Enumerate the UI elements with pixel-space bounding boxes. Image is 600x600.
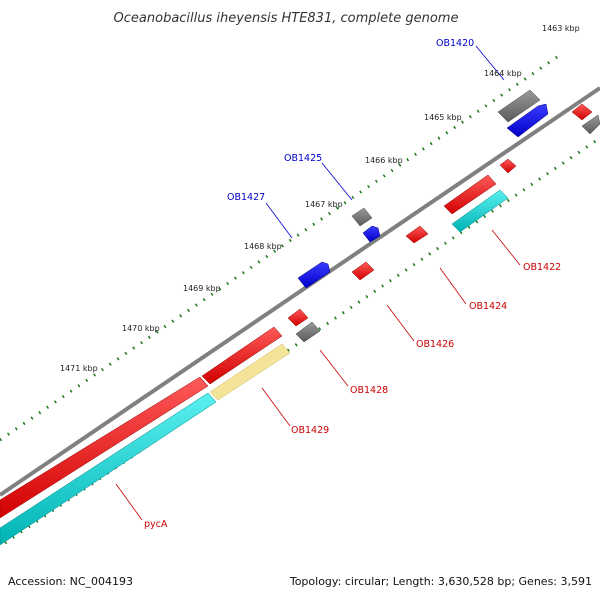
gene-glyph-ob1428-grey[interactable] bbox=[295, 321, 321, 343]
gene-label-ob1422[interactable]: OB1422 bbox=[523, 262, 561, 273]
gene-glyph-grey-right[interactable] bbox=[581, 114, 600, 135]
gene-glyph-ob1424[interactable] bbox=[405, 225, 429, 244]
gene-label-ob1424[interactable]: OB1424 bbox=[469, 301, 507, 312]
scale-label-1464: 1464 kbp bbox=[484, 69, 522, 78]
leader-lines bbox=[115, 45, 521, 521]
genome-backbone bbox=[0, 86, 600, 497]
gene-label-ob1428[interactable]: OB1428 bbox=[350, 385, 388, 396]
gene-glyph-pyca[interactable] bbox=[0, 376, 209, 519]
gene-glyph-red-top-right[interactable] bbox=[571, 103, 593, 121]
scale-label-1469: 1469 kbp bbox=[183, 284, 221, 293]
cds-bar-cyan-ob1422[interactable] bbox=[451, 189, 509, 233]
gene-label-ob1420[interactable]: OB1420 bbox=[436, 38, 474, 49]
gene-glyph-ob1425-grey[interactable] bbox=[351, 207, 373, 227]
scale-label-1468: 1468 kbp bbox=[244, 242, 282, 251]
gene-glyph-grey-top[interactable] bbox=[497, 89, 541, 123]
gene-glyph-ob1429[interactable] bbox=[201, 326, 283, 385]
gene-label-pyca[interactable]: pycA bbox=[144, 519, 168, 530]
gene-label-ob1427[interactable]: OB1427 bbox=[227, 192, 265, 203]
scale-label-1467: 1467 kbp bbox=[305, 200, 343, 209]
scale-label-1463: 1463 kbp bbox=[542, 24, 580, 33]
gene-glyph-ob1420[interactable] bbox=[506, 103, 549, 138]
page-title: Oceanobacillus iheyensis HTE831, complet… bbox=[114, 11, 459, 26]
gene-glyph-ob1428-red[interactable] bbox=[287, 308, 309, 327]
gene-glyph-ob1425[interactable] bbox=[362, 225, 381, 243]
genome-summary-text: Topology: circular; Length: 3,630,528 bp… bbox=[289, 575, 592, 588]
gene-label-ob1425[interactable]: OB1425 bbox=[284, 153, 322, 164]
gene-label-ob1426[interactable]: OB1426 bbox=[416, 339, 454, 350]
gene-glyph-ob1427[interactable] bbox=[297, 261, 331, 289]
gene-glyph-ob1426[interactable] bbox=[351, 261, 375, 281]
gene-glyph-red-small-1[interactable] bbox=[499, 158, 517, 174]
gene-glyph-ob1422[interactable] bbox=[443, 174, 497, 215]
gene-label-ob1429[interactable]: OB1429 bbox=[291, 425, 329, 436]
cds-bar-cyan-pyca[interactable] bbox=[0, 392, 217, 546]
scale-label-1466: 1466 kbp bbox=[365, 156, 403, 165]
scale-label-1471: 1471 kbp bbox=[60, 364, 98, 373]
accession-text: Accession: NC_004193 bbox=[8, 575, 133, 588]
inner-tick-track bbox=[4, 136, 600, 545]
cds-bar-yellow-ob1429[interactable] bbox=[209, 343, 291, 401]
scale-label-1470: 1470 kbp bbox=[122, 324, 160, 333]
scale-label-1465: 1465 kbp bbox=[424, 113, 462, 122]
